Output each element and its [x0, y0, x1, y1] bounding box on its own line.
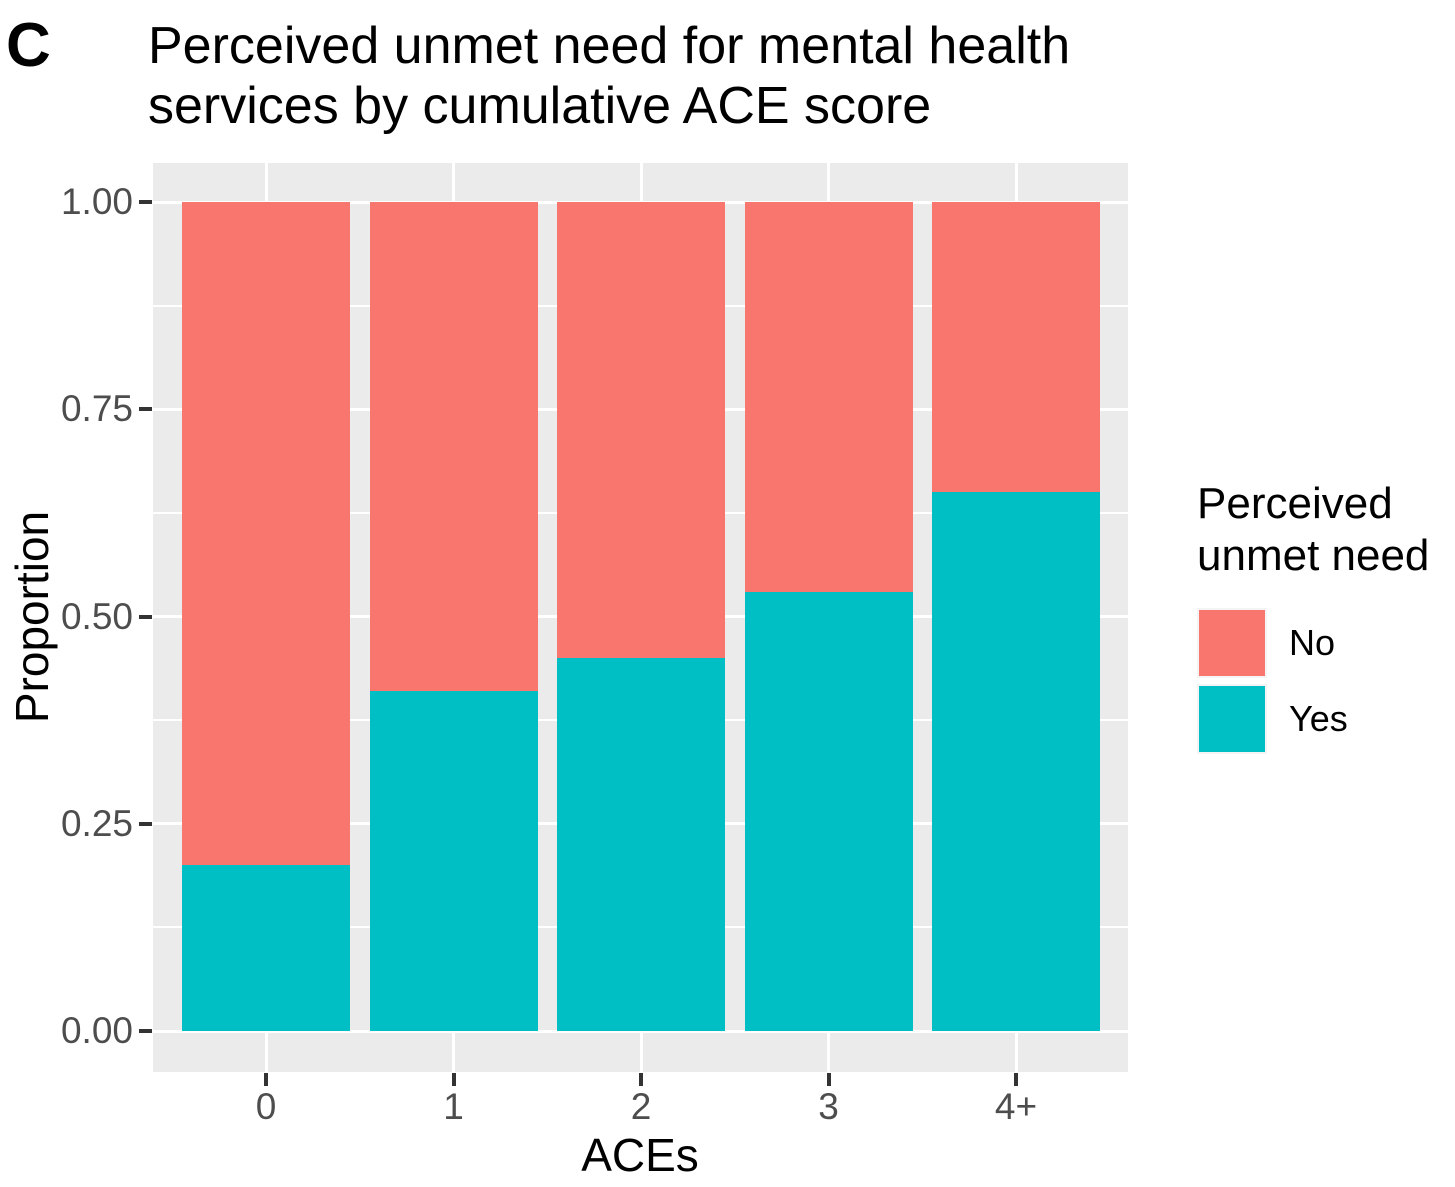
x-tick-label: 2 — [630, 1086, 652, 1127]
legend-item-yes: Yes — [1197, 684, 1429, 754]
bar-segment-no — [557, 202, 725, 658]
legend-item-no: No — [1197, 608, 1429, 678]
legend-title-line-1: Perceived — [1197, 479, 1393, 528]
chart-title: Perceived unmet need for mental health s… — [148, 16, 1070, 136]
stacked-bar-aces-1 — [369, 202, 538, 1031]
bar-segment-no — [369, 202, 538, 692]
y-tick-label: 0.50 — [60, 595, 133, 637]
x-tick-mark — [639, 1073, 643, 1086]
x-tick-label: 1 — [443, 1086, 464, 1127]
legend-label-yes: Yes — [1289, 698, 1348, 739]
legend: Perceived unmet need No Yes — [1197, 478, 1429, 760]
bar-segment-yes — [369, 691, 538, 1031]
bar-segment-yes — [557, 657, 725, 1031]
x-tick-mark — [1014, 1073, 1018, 1086]
legend-title-line-2: unmet need — [1197, 531, 1430, 580]
y-tick-mark — [139, 407, 152, 412]
y-tick-mark — [139, 1029, 152, 1033]
legend-title: Perceived unmet need — [1197, 478, 1429, 582]
legend-key-yes-swatch — [1197, 684, 1267, 754]
y-tick-mark — [139, 614, 152, 619]
x-tick-mark — [451, 1073, 456, 1086]
plot-panel — [153, 163, 1128, 1072]
bar-segment-no — [182, 202, 350, 866]
bar-segment-yes — [932, 492, 1100, 1031]
x-tick-mark — [264, 1073, 268, 1086]
bar-segment-no — [744, 202, 913, 592]
x-tick-mark — [826, 1073, 831, 1086]
stacked-bar-aces-4+ — [932, 202, 1100, 1031]
y-tick-label: 0.75 — [60, 388, 133, 430]
chart-title-line-2: services by cumulative ACE score — [148, 77, 932, 135]
panel-label: C — [6, 11, 51, 80]
bar-segment-yes — [744, 591, 913, 1031]
x-tick-label: 0 — [255, 1086, 277, 1127]
bar-segment-no — [932, 202, 1100, 493]
stacked-bar-aces-2 — [557, 202, 725, 1031]
y-tick-mark — [139, 200, 152, 204]
y-tick-label: 0.00 — [60, 1010, 133, 1051]
x-tick-label: 3 — [818, 1086, 839, 1127]
y-tick-label: 0.25 — [60, 802, 133, 844]
stacked-bar-aces-3 — [744, 202, 913, 1031]
x-tick-label: 4+ — [994, 1086, 1038, 1127]
stacked-bar-aces-0 — [182, 202, 350, 1031]
y-tick-mark — [139, 821, 152, 826]
chart-title-line-1: Perceived unmet need for mental health — [148, 17, 1071, 75]
bar-segment-yes — [182, 865, 350, 1031]
y-tick-label: 1.00 — [60, 181, 133, 222]
x-axis-title: ACEs — [581, 1129, 699, 1181]
legend-label-no: No — [1289, 622, 1336, 663]
legend-key-no-swatch — [1197, 608, 1267, 678]
